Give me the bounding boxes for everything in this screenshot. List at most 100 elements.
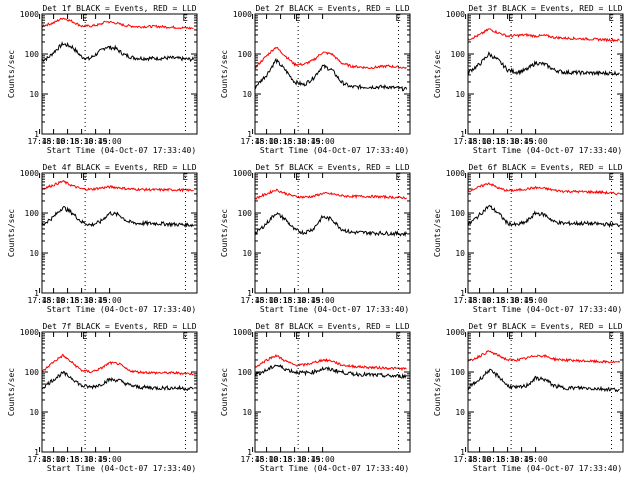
marker-label: E <box>508 173 513 183</box>
y-tick-label: 1 <box>460 448 465 457</box>
lld-series-line <box>41 179 194 193</box>
x-tick-label: 18:30 <box>70 455 94 464</box>
x-tick-label: 17:45 <box>241 455 265 464</box>
marker-label: E <box>396 332 401 342</box>
y-axis-label: Counts/sec <box>433 209 442 257</box>
plot-frame <box>467 13 624 135</box>
lld-series-line <box>41 17 194 30</box>
y-tick-label: 10 <box>242 249 252 258</box>
x-tick-label: 17:45 <box>241 296 265 305</box>
y-tick-label: 100 <box>25 368 40 377</box>
marker-label: E <box>82 173 87 183</box>
marker-label: E <box>183 173 188 183</box>
events-series-line <box>254 364 408 380</box>
y-tick-label: 100 <box>451 368 466 377</box>
y-tick-label: 100 <box>238 209 253 218</box>
x-tick-label: 18:00 <box>468 296 492 305</box>
y-tick-label: 1 <box>460 289 465 298</box>
marker-label: E <box>396 173 401 183</box>
y-tick-label: 1 <box>34 130 39 139</box>
events-series-line <box>467 51 620 77</box>
x-tick-label: 18:00 <box>255 455 279 464</box>
x-tick-label: 18:30 <box>496 137 520 146</box>
lld-series-line <box>254 353 407 372</box>
x-tick-label: 18:00 <box>42 137 66 146</box>
x-tick-label: 17:45 <box>28 296 52 305</box>
x-tick-label: 18:15 <box>269 455 293 464</box>
x-tick-label: 18:00 <box>42 296 66 305</box>
events-series-line <box>467 204 621 229</box>
x-axis-label: Start Time (04-Oct-07 17:33:40) <box>47 305 196 314</box>
x-tick-label: 18:30 <box>283 455 307 464</box>
x-tick-label: 18:15 <box>56 137 80 146</box>
x-tick-label: 19:00 <box>98 137 122 146</box>
x-tick-label: 17:45 <box>454 137 478 146</box>
marker-label: E <box>508 332 513 342</box>
x-tick-label: 19:00 <box>311 137 335 146</box>
plot-frame <box>254 13 411 135</box>
marker-label: E <box>183 14 188 24</box>
x-tick-label: 18:30 <box>70 137 94 146</box>
y-tick-label: 1000 <box>446 10 465 19</box>
y-axis-label: Counts/sec <box>220 209 229 257</box>
x-axis-label: Start Time (04-Oct-07 17:33:40) <box>260 146 409 155</box>
panel-title: Det 6f BLACK = Events, RED = LLD <box>468 163 622 172</box>
y-tick-label: 100 <box>25 209 40 218</box>
plot-frame <box>467 172 624 294</box>
y-axis-label: Counts/sec <box>7 50 16 98</box>
x-tick-label: 18:15 <box>482 137 506 146</box>
lld-series-line <box>254 188 407 200</box>
marker-label: E <box>295 332 300 342</box>
x-tick-label: 18:30 <box>496 455 520 464</box>
x-tick-label: 18:00 <box>255 296 279 305</box>
x-tick-label: 18:45 <box>84 296 108 305</box>
plot-frame <box>254 331 411 453</box>
lld-series-line <box>467 28 620 43</box>
x-tick-label: 18:30 <box>70 296 94 305</box>
x-tick-label: 18:30 <box>496 296 520 305</box>
y-axis-label: Counts/sec <box>433 368 442 416</box>
y-tick-label: 1 <box>34 448 39 457</box>
x-tick-label: 19:00 <box>98 455 122 464</box>
marker-label: E <box>396 14 401 24</box>
x-tick-label: 17:45 <box>28 455 52 464</box>
y-axis-label: Counts/sec <box>433 50 442 98</box>
marker-label: E <box>295 173 300 183</box>
x-axis-label: Start Time (04-Oct-07 17:33:40) <box>473 464 622 473</box>
y-tick-label: 100 <box>238 368 253 377</box>
y-tick-label: 10 <box>29 90 39 99</box>
y-tick-label: 1000 <box>233 328 252 337</box>
x-tick-label: 19:00 <box>311 296 335 305</box>
x-tick-label: 18:00 <box>255 137 279 146</box>
y-axis-label: Counts/sec <box>7 368 16 416</box>
x-tick-label: 19:00 <box>524 137 548 146</box>
marker-label: E <box>82 332 87 342</box>
x-tick-label: 18:15 <box>269 296 293 305</box>
marker-label: E <box>295 14 300 24</box>
y-tick-label: 1000 <box>446 328 465 337</box>
x-axis-label: Start Time (04-Oct-07 17:33:40) <box>473 305 622 314</box>
lld-series-line <box>467 182 620 196</box>
lld-series-line <box>254 46 407 70</box>
marker-label: E <box>82 14 87 24</box>
panel-title: Det 4f BLACK = Events, RED = LLD <box>42 163 196 172</box>
y-tick-label: 1 <box>247 289 252 298</box>
y-tick-label: 10 <box>455 408 465 417</box>
y-tick-label: 10 <box>29 249 39 258</box>
x-tick-label: 17:45 <box>454 296 478 305</box>
panel-title: Det 3f BLACK = Events, RED = LLD <box>468 4 622 13</box>
marker-label: E <box>508 14 513 24</box>
panel-title: Det 5f BLACK = Events, RED = LLD <box>255 163 409 172</box>
x-tick-label: 18:15 <box>269 137 293 146</box>
panel-title: Det 8f BLACK = Events, RED = LLD <box>255 322 409 331</box>
y-tick-label: 10 <box>242 90 252 99</box>
x-tick-label: 18:15 <box>482 455 506 464</box>
y-tick-label: 1 <box>460 130 465 139</box>
marker-label: E <box>183 332 188 342</box>
x-tick-label: 19:00 <box>98 296 122 305</box>
x-tick-label: 19:00 <box>524 296 548 305</box>
